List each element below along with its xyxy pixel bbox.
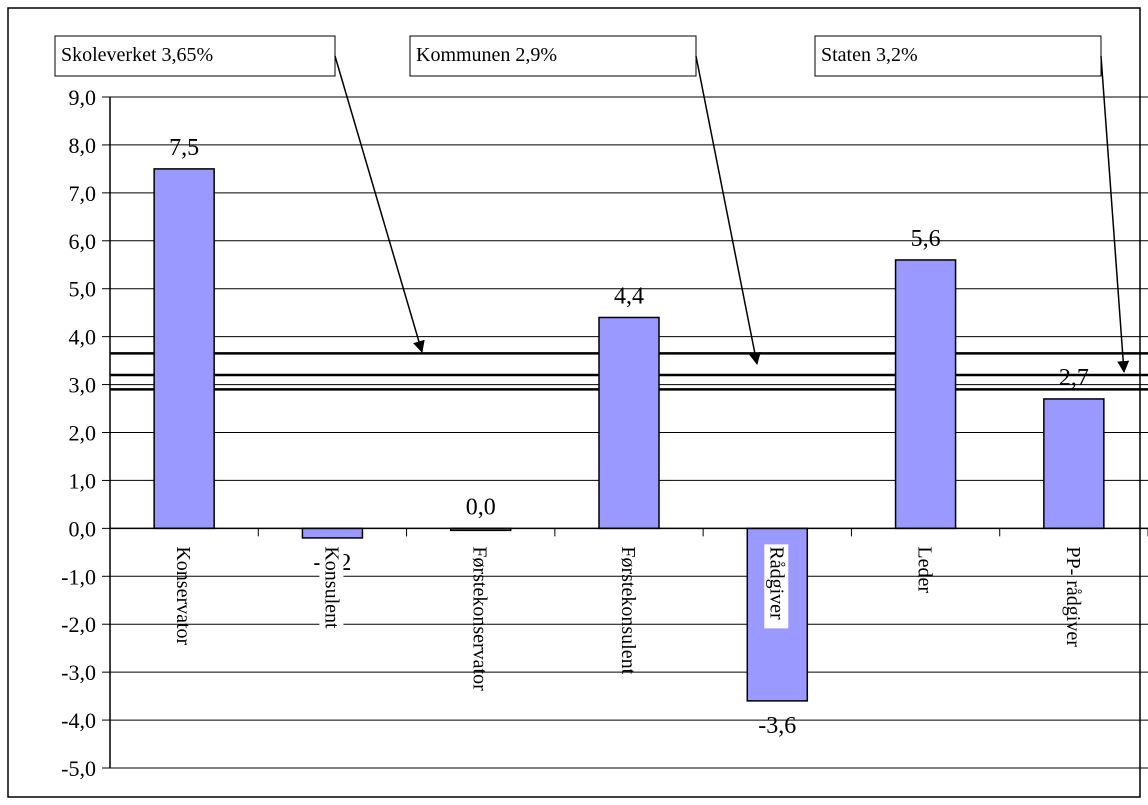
category-label-group: Leder — [914, 546, 936, 593]
annotation-arrow — [695, 55, 761, 365]
category-label: Konservator — [172, 546, 194, 645]
category-label-bg — [319, 544, 344, 639]
data-label: 0,0 — [466, 494, 496, 520]
y-tick-label: 2,0 — [69, 421, 97, 446]
data-label: 7,5 — [169, 135, 199, 161]
category-label-group: Førstekonservator — [469, 546, 491, 691]
y-tick-label: 5,0 — [69, 277, 97, 302]
data-label: -3,6 — [758, 713, 796, 739]
annotation-arrow — [334, 55, 425, 353]
category-label-bg — [764, 544, 789, 629]
annotation-label: Skoleverket 3,65% — [61, 44, 213, 66]
data-label: 5,6 — [911, 226, 941, 252]
y-tick-label: -5,0 — [61, 756, 96, 781]
y-tick-label: -3,0 — [61, 660, 96, 685]
category-label-group: Rådgiver — [764, 544, 789, 629]
y-tick-label: 9,0 — [69, 85, 97, 110]
y-tick-label: 0,0 — [69, 516, 97, 541]
y-tick-label: -4,0 — [61, 708, 96, 733]
data-label: 2,7 — [1059, 365, 1089, 391]
annotation-box — [54, 35, 336, 77]
y-tick-label: -2,0 — [61, 612, 96, 637]
bars — [153, 168, 1105, 702]
category-label-group: Førstekonsulent — [617, 546, 639, 674]
data-label: 4,4 — [614, 283, 644, 309]
annotation-label: Kommunen 2,9% — [416, 44, 557, 66]
annotation-label: Staten 3,2% — [821, 44, 918, 66]
category-label: Leder — [914, 546, 936, 593]
annotation-arrow — [1100, 55, 1130, 373]
category-label-group: PP- rådgiver — [1062, 546, 1084, 647]
category-label-group: Konservator — [172, 546, 194, 645]
category-label: Konsulent — [320, 546, 342, 629]
bar — [1043, 398, 1105, 530]
y-tick-label: 4,0 — [69, 325, 97, 350]
y-tick-label: 6,0 — [69, 229, 97, 254]
bar — [153, 168, 215, 530]
y-tick-label: -1,0 — [61, 564, 96, 589]
bar — [894, 259, 957, 530]
category-label: Rådgiver — [765, 546, 787, 620]
y-tick-label: 7,0 — [69, 181, 97, 206]
category-label: Førstekonsulent — [617, 546, 639, 674]
axes — [102, 96, 1148, 769]
bar — [598, 316, 660, 530]
category-label-group: Konsulent — [319, 544, 344, 639]
annotation-box — [814, 35, 1102, 77]
annotations: Skoleverket 3,65% Kommunen 2,9% Staten 3,2… — [54, 35, 1130, 373]
labels: 9,0 8,0 7,0 6,0 5,0 4,0 3,0 2,0 1,0 0,0 -1,0 -2,0 -3… — [61, 85, 1089, 781]
category-label: PP- rådgiver — [1062, 546, 1084, 647]
bar — [301, 527, 364, 539]
y-tick-label: 3,0 — [69, 373, 97, 398]
y-tick-label: 1,0 — [69, 468, 97, 493]
y-tick-label: 8,0 — [69, 133, 97, 158]
category-label: Førstekonservator — [469, 546, 491, 691]
annotation-box — [409, 35, 697, 77]
